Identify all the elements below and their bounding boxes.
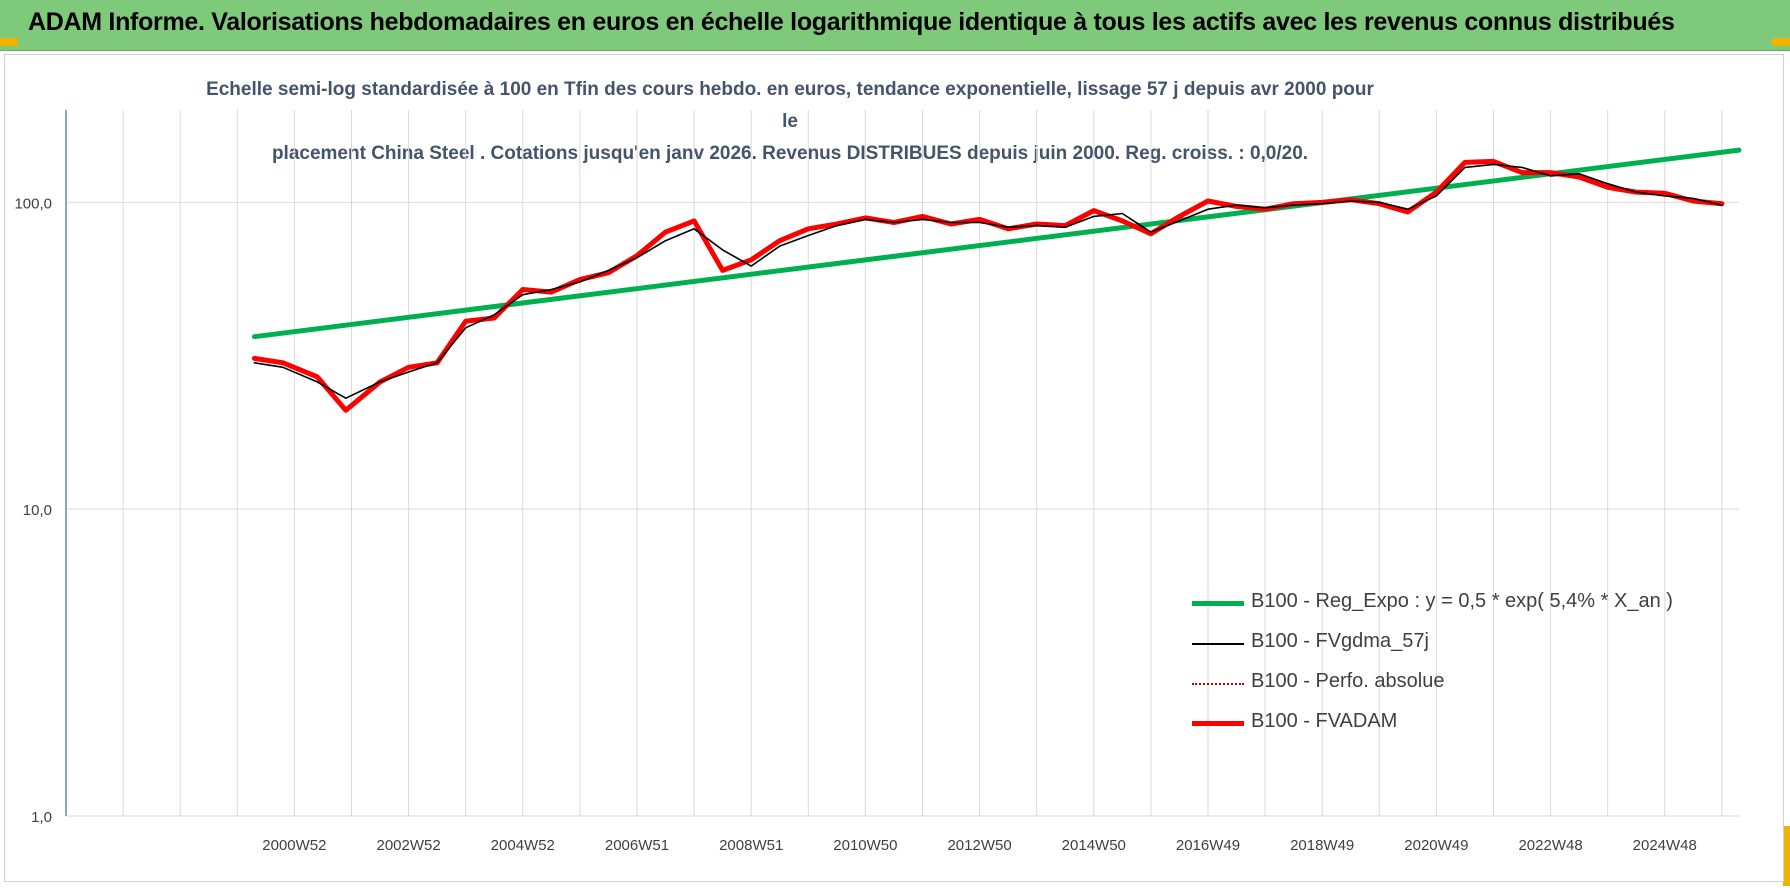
x-tick-label: 2020W49 xyxy=(1404,837,1468,854)
x-tick-label: 2022W48 xyxy=(1518,837,1582,854)
chart-frame xyxy=(4,54,1784,882)
corner-marker-top-left xyxy=(0,38,18,46)
corner-marker-bottom-right xyxy=(1783,826,1790,886)
report-title: ADAM Informe. Valorisations hebdomadaire… xyxy=(28,8,1675,36)
x-tick-label: 2000W52 xyxy=(262,837,326,854)
x-tick-label: 2004W52 xyxy=(491,837,555,854)
x-tick-label: 2002W52 xyxy=(376,837,440,854)
legend-label-regression: B100 - Reg_Expo : y = 0,5 * exp( 5,4% * … xyxy=(1251,590,1673,612)
legend-label-perfo-absolue: B100 - Perfo. absolue xyxy=(1251,670,1445,692)
x-tick-label: 2014W50 xyxy=(1062,837,1126,854)
x-tick-label: 2008W51 xyxy=(719,837,783,854)
x-tick-label: 2006W51 xyxy=(605,837,669,854)
chart-title: Echelle semi-log standardisée à 100 en T… xyxy=(200,74,1380,170)
header-bar: ADAM Informe. Valorisations hebdomadaire… xyxy=(0,0,1790,51)
legend-swatch-regression xyxy=(1192,601,1244,606)
legend-swatch-fvadam xyxy=(1192,721,1244,726)
x-tick-label: 2024W48 xyxy=(1633,837,1697,854)
chart-title-line-1: Echelle semi-log standardisée à 100 en T… xyxy=(206,79,1374,132)
legend-label-moving-average: B100 - FVgdma_57j xyxy=(1251,630,1429,652)
series-moving-average-line xyxy=(253,163,1723,400)
series-regression-line xyxy=(251,147,1742,340)
y-tick-label: 10,0 xyxy=(23,502,52,519)
x-tick-label: 2016W49 xyxy=(1176,837,1240,854)
x-tick-label: 2012W50 xyxy=(947,837,1011,854)
legend-label-fvadam: B100 - FVADAM xyxy=(1251,710,1398,732)
chart-title-line-2: placement China Steel . Cotations jusqu'… xyxy=(271,143,1309,164)
y-tick-label: 1,0 xyxy=(31,809,52,826)
legend-swatch-perfo-absolue xyxy=(1192,683,1244,685)
series-fvadam-line xyxy=(251,158,1725,413)
x-tick-label: 2010W50 xyxy=(833,837,897,854)
series-perfo-absolue-line xyxy=(253,160,1723,412)
legend-swatch-moving-average xyxy=(1192,643,1244,645)
x-tick-label: 2018W49 xyxy=(1290,837,1354,854)
y-tick-label: 100,0 xyxy=(14,195,52,212)
corner-marker-top-right xyxy=(1772,38,1790,46)
